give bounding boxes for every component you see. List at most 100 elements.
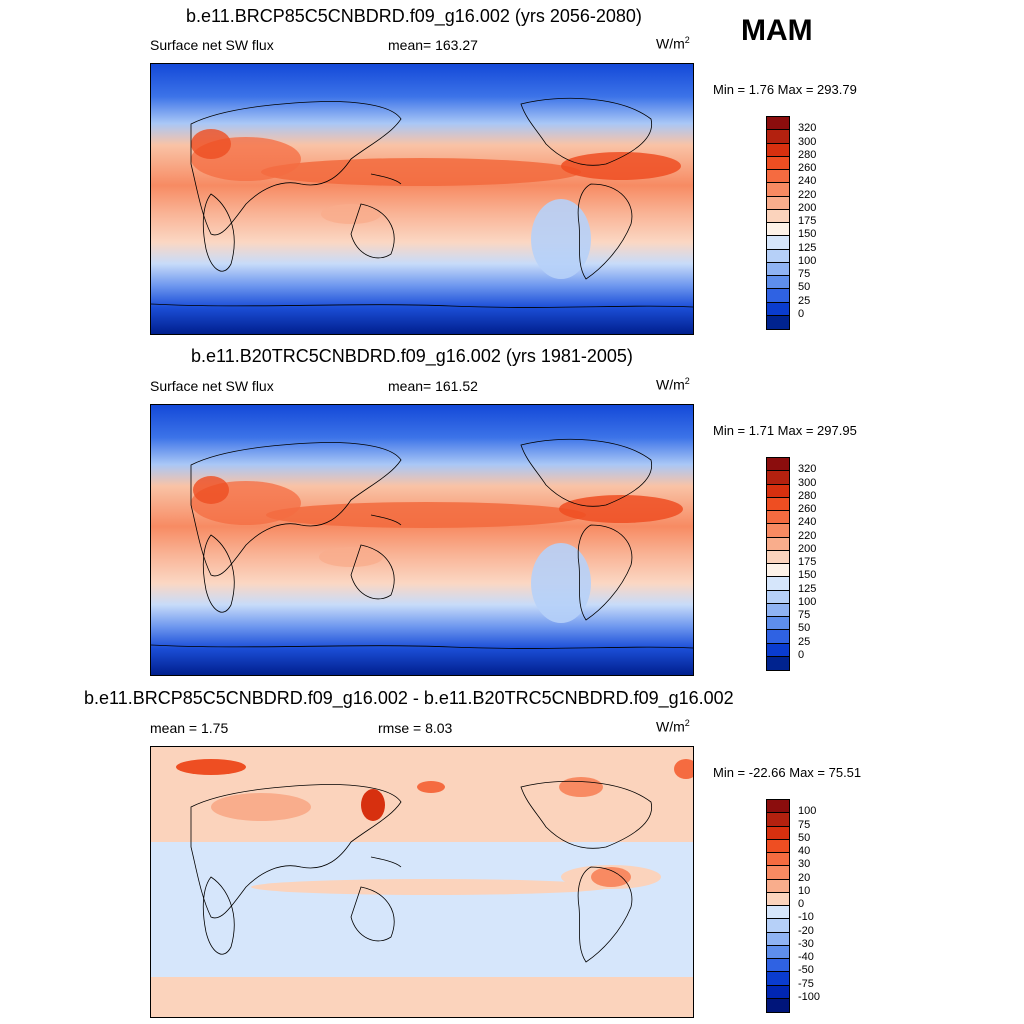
panel-1-colorbar: [766, 116, 790, 330]
panel-1-map: [150, 63, 694, 335]
colorbar-cell: [767, 577, 789, 591]
colorbar-cell: [767, 117, 789, 131]
colorbar-cell: [767, 289, 789, 303]
colorbar-cell: [767, 550, 789, 564]
colorbar-cell: [767, 617, 789, 631]
colorbar-cell: [767, 236, 789, 250]
colorbar-tick-label: 40: [798, 845, 811, 857]
panel-2-colorbar: [766, 457, 790, 671]
colorbar-tick-label: 0: [798, 898, 805, 910]
panel-3-colorbar: [766, 799, 790, 1013]
panel-1-title: b.e11.BRCP85C5CNBDRD.f09_g16.002 (yrs 20…: [186, 6, 642, 26]
colorbar-tick-label: 175: [798, 215, 817, 227]
colorbar-cell: [767, 156, 789, 170]
colorbar-tick-label: 0: [798, 307, 805, 320]
colorbar-tick-label: -20: [798, 924, 814, 937]
colorbar-tick-label: 150: [798, 569, 817, 582]
colorbar-tick-label: -50: [798, 964, 814, 977]
colorbar-cell: [767, 813, 789, 827]
colorbar-tick-label: 100: [798, 595, 817, 608]
colorbar-cell: [767, 892, 789, 906]
colorbar-tick-label: 50: [798, 831, 811, 844]
colorbar-tick-label: 240: [798, 516, 817, 529]
panel-2-map: [150, 404, 694, 676]
colorbar-cell: [767, 972, 789, 986]
panel-1-minmax: Min = 1.76 Max = 293.79: [713, 82, 857, 97]
colorbar-cell: [767, 130, 789, 144]
colorbar-cell: [767, 302, 789, 316]
colorbar-cell: [767, 866, 789, 880]
colorbar-tick-label: 320: [798, 122, 817, 135]
colorbar-tick-label: 20: [798, 871, 811, 884]
colorbar-cell: [767, 919, 789, 933]
colorbar-cell: [767, 945, 789, 959]
panel-3-units: W/m2: [656, 718, 690, 735]
colorbar-tick-label: 280: [798, 148, 817, 161]
panel-2-title: b.e11.B20TRC5CNBDRD.f09_g16.002 (yrs 198…: [191, 346, 633, 366]
colorbar-cell: [767, 800, 789, 814]
colorbar-cell: [767, 276, 789, 290]
colorbar-cell: [767, 143, 789, 157]
colorbar-tick-label: -40: [798, 951, 814, 963]
colorbar-cell: [767, 471, 789, 485]
panel-1-mean-label: mean= 163.27: [388, 37, 478, 53]
colorbar-tick-label: 320: [798, 463, 817, 476]
colorbar-tick-label: -10: [798, 911, 814, 924]
colorbar-tick-label: -30: [798, 937, 814, 950]
colorbar-cell: [767, 906, 789, 920]
colorbar-tick-label: 150: [798, 228, 817, 241]
colorbar-cell: [767, 249, 789, 263]
colorbar-tick-label: 260: [798, 503, 817, 515]
colorbar-cell: [767, 262, 789, 276]
colorbar-cell: [767, 511, 789, 525]
panel-1-units: W/m2: [656, 35, 690, 52]
colorbar-tick-label: 240: [798, 175, 817, 188]
colorbar-cell: [767, 998, 789, 1012]
colorbar-cell: [767, 985, 789, 999]
season-label: MAM: [741, 14, 813, 47]
colorbar-tick-label: 220: [798, 188, 817, 201]
panel-3-title: b.e11.BRCP85C5CNBDRD.f09_g16.002 - b.e11…: [84, 688, 734, 708]
colorbar-cell: [767, 209, 789, 223]
colorbar-cell: [767, 537, 789, 551]
colorbar-cell: [767, 564, 789, 578]
colorbar-tick-label: 260: [798, 162, 817, 174]
colorbar-tick-label: 25: [798, 635, 811, 648]
panel-3-minmax: Min = -22.66 Max = 75.51: [713, 765, 862, 780]
colorbar-tick-label: -75: [798, 977, 814, 990]
colorbar-cell: [767, 170, 789, 184]
panel-2-variable-label: Surface net SW flux: [150, 378, 274, 394]
colorbar-tick-label: 175: [798, 556, 817, 568]
colorbar-tick-label: 0: [798, 648, 805, 661]
colorbar-tick-label: 10: [798, 884, 811, 897]
colorbar-cell: [767, 223, 789, 237]
panel-2-minmax: Min = 1.71 Max = 297.95: [713, 423, 857, 438]
colorbar-cell: [767, 524, 789, 538]
colorbar-tick-label: 300: [798, 135, 817, 148]
colorbar-tick-label: 220: [798, 529, 817, 542]
colorbar-cell: [767, 853, 789, 867]
colorbar-tick-label: 100: [798, 805, 817, 818]
colorbar-cell: [767, 879, 789, 893]
panel-3-mean-label: mean = 1.75: [150, 720, 229, 736]
colorbar-cell: [767, 315, 789, 329]
colorbar-cell: [767, 826, 789, 840]
colorbar-cell: [767, 590, 789, 604]
colorbar-tick-label: 25: [798, 294, 811, 307]
colorbar-tick-label: 75: [798, 818, 811, 831]
colorbar-tick-label: 30: [798, 858, 811, 871]
colorbar-tick-label: 75: [798, 609, 811, 621]
colorbar-tick-label: 300: [798, 476, 817, 489]
colorbar-tick-label: 125: [798, 582, 817, 595]
colorbar-tick-label: 200: [798, 201, 817, 214]
colorbar-cell: [767, 630, 789, 644]
colorbar-tick-label: -100: [798, 990, 821, 1003]
colorbar-cell: [767, 484, 789, 498]
colorbar-tick-label: 100: [798, 254, 817, 267]
colorbar-cell: [767, 839, 789, 853]
colorbar-cell: [767, 656, 789, 670]
colorbar-cell: [767, 497, 789, 511]
colorbar-tick-label: 50: [798, 622, 811, 635]
panel-1-variable-label: Surface net SW flux: [150, 37, 274, 53]
colorbar-tick-label: 50: [798, 281, 811, 294]
